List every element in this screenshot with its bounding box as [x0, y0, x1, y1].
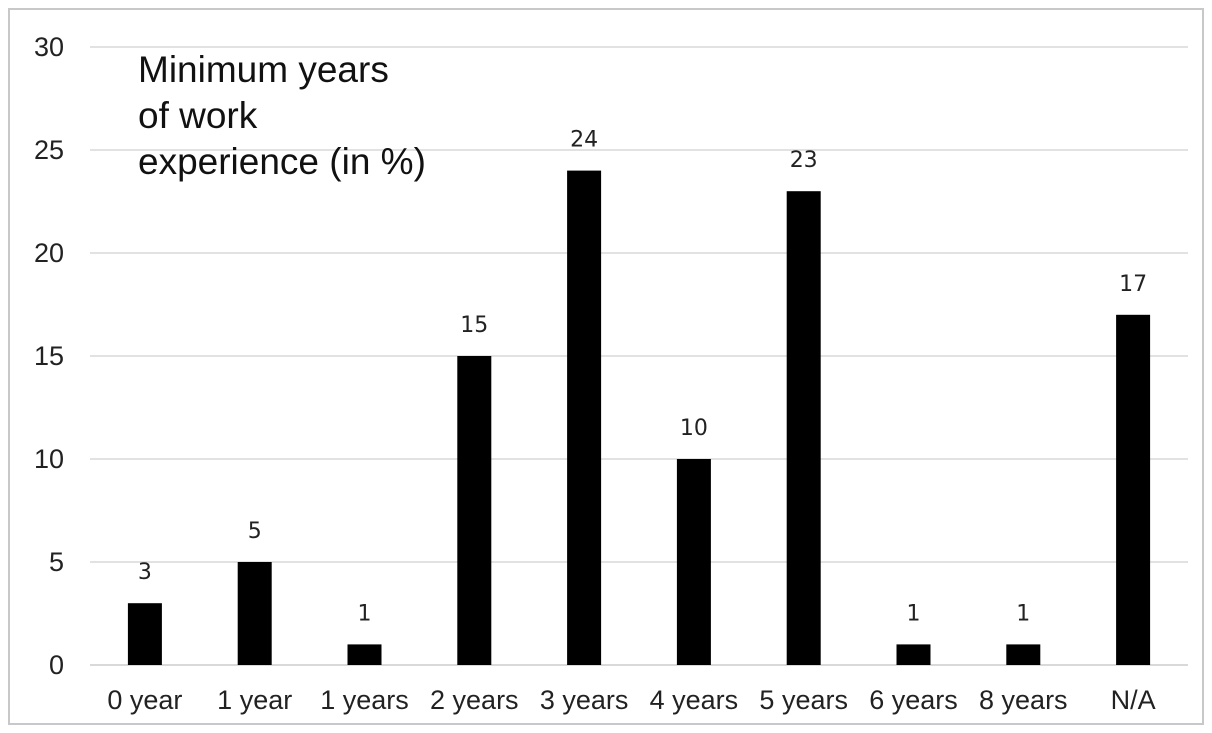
x-tick-label: 0 year [107, 685, 182, 715]
x-tick-label: 1 years [320, 685, 409, 715]
x-tick-label: 1 year [217, 685, 292, 715]
data-labels: 3 5 1 15 24 10 23 1 1 17 [138, 128, 1147, 627]
y-tick-label: 15 [34, 341, 64, 371]
y-tick-label: 25 [34, 135, 64, 165]
data-label: 1 [358, 601, 372, 626]
data-label: 3 [138, 560, 152, 585]
x-tick-label: N/A [1111, 685, 1156, 715]
x-tick-label: 2 years [430, 685, 519, 715]
bar [897, 644, 931, 665]
data-label: 1 [907, 601, 921, 626]
data-label: 1 [1016, 601, 1030, 626]
bar [1006, 644, 1040, 665]
bar [457, 356, 491, 665]
chart-title-line-2: of work [138, 95, 258, 136]
x-tick-label: 4 years [650, 685, 739, 715]
bar [787, 191, 821, 665]
bar [238, 562, 272, 665]
y-tick-label: 30 [34, 32, 64, 62]
data-label: 15 [460, 313, 488, 338]
data-label: 24 [570, 128, 598, 153]
data-label: 23 [790, 148, 818, 173]
bar [1116, 315, 1150, 665]
x-tick-label: 8 years [979, 685, 1068, 715]
x-tick-label: 3 years [540, 685, 629, 715]
data-label: 17 [1119, 272, 1147, 297]
chart-title-line-3: experience (in %) [138, 141, 426, 182]
y-axis-ticks: 0 5 10 15 20 25 30 [34, 32, 64, 680]
bar [677, 459, 711, 665]
x-tick-label: 6 years [869, 685, 958, 715]
bars [128, 171, 1150, 665]
y-tick-label: 10 [34, 444, 64, 474]
bar [128, 603, 162, 665]
bar [567, 171, 601, 665]
y-tick-label: 0 [49, 650, 64, 680]
y-tick-label: 20 [34, 238, 64, 268]
y-tick-label: 5 [49, 547, 64, 577]
data-label: 5 [248, 519, 262, 544]
chart-title-line-1: Minimum years [138, 49, 389, 90]
x-axis-ticks: 0 year 1 year 1 years 2 years 3 years 4 years… [107, 685, 1155, 715]
x-tick-label: 5 years [759, 685, 848, 715]
bar [348, 644, 382, 665]
data-label: 10 [680, 416, 708, 441]
